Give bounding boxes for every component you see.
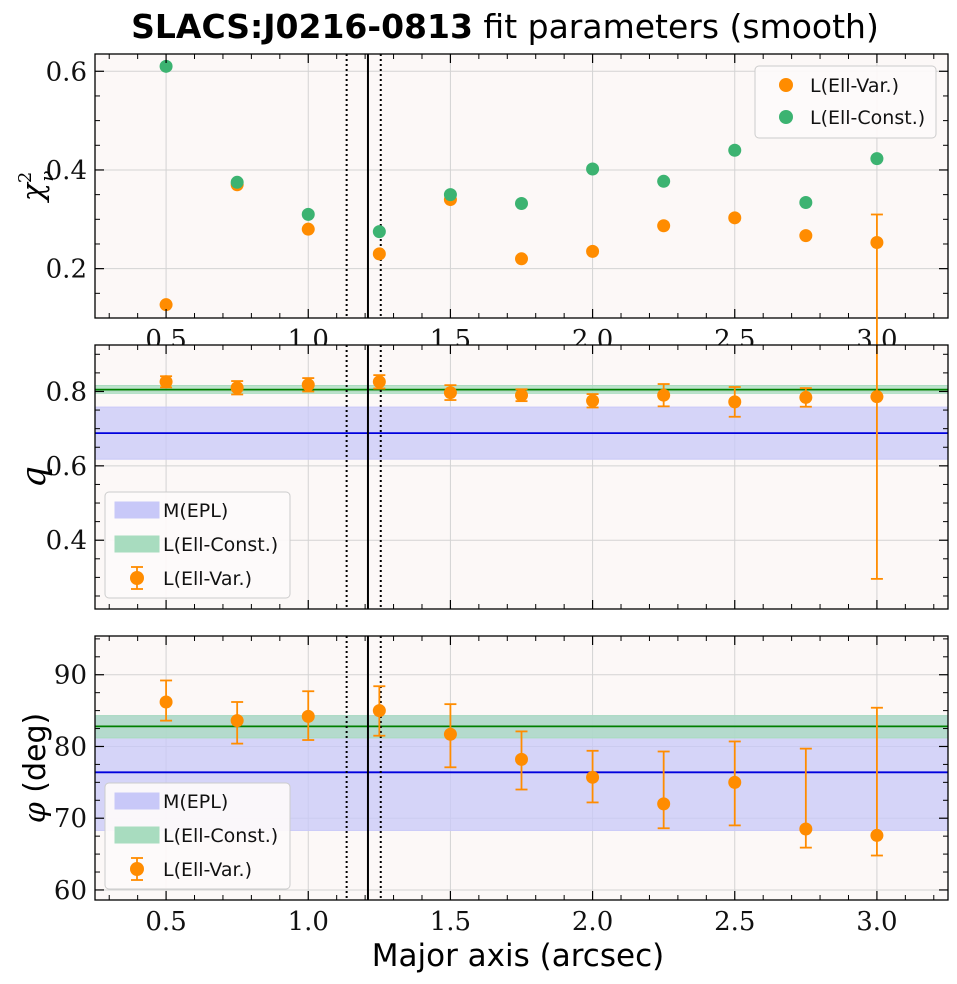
point-l-ell-var xyxy=(586,770,600,784)
legend-label: L(Ell-Const.) xyxy=(810,107,925,129)
point-l-ell-var xyxy=(301,222,315,236)
y-axis-label: q xyxy=(14,466,54,488)
point-l-ell-var xyxy=(728,211,742,225)
point-l-ell-var xyxy=(159,375,173,389)
point-l-ell-var xyxy=(515,388,528,402)
legend-marker xyxy=(779,78,793,92)
point-l-ell-const xyxy=(443,188,457,202)
legend-marker xyxy=(779,110,793,124)
figure-title: SLACS:J0216-0813 fit parameters (smooth) xyxy=(131,7,879,46)
point-l-ell-const xyxy=(657,174,671,188)
y-tick-label: 0.6 xyxy=(46,57,87,87)
point-l-ell-var xyxy=(657,219,671,233)
point-l-ell-var xyxy=(799,390,813,404)
point-l-ell-var xyxy=(657,388,671,402)
legend-label: M(EPL) xyxy=(163,500,228,522)
y-tick-label: 70 xyxy=(54,804,87,834)
x-tick-label: 3.0 xyxy=(856,907,897,937)
x-tick-label: 2.5 xyxy=(714,907,755,937)
x-tick-label: 1.5 xyxy=(430,907,471,937)
point-l-ell-const xyxy=(301,207,315,221)
x-tick-label: 2.0 xyxy=(572,907,613,937)
plot-frame xyxy=(94,635,949,901)
y-tick-label: 0.6 xyxy=(46,452,87,482)
point-l-ell-var xyxy=(301,378,315,392)
y-tick-label: 0.4 xyxy=(46,156,87,186)
y-axis-label: χ2ν xyxy=(15,171,58,204)
legend-swatch xyxy=(114,792,160,810)
y-tick-label: 0.2 xyxy=(46,255,87,285)
legend-marker xyxy=(130,862,144,876)
legend-label: L(Ell-Var.) xyxy=(163,859,252,881)
point-l-ell-const xyxy=(230,175,244,189)
point-l-ell-var xyxy=(230,381,244,395)
point-l-ell-var xyxy=(372,704,386,718)
figure-title-rest: fit parameters (smooth) xyxy=(473,7,879,46)
legend-swatch xyxy=(114,501,160,519)
point-l-ell-var xyxy=(586,394,600,408)
legend-label: L(Ell-Const.) xyxy=(163,825,278,847)
point-l-ell-const xyxy=(372,225,386,239)
legend-label: L(Ell-Var.) xyxy=(163,568,252,590)
legend-label: L(Ell-Const.) xyxy=(163,534,278,556)
point-l-ell-var xyxy=(159,695,173,709)
legend-label: M(EPL) xyxy=(163,791,228,813)
y-tick-label: 0.8 xyxy=(46,377,87,407)
point-l-ell-var xyxy=(443,386,457,400)
point-l-ell-var xyxy=(657,797,671,811)
point-l-ell-var xyxy=(799,229,813,243)
legend-label: L(Ell-Var.) xyxy=(810,75,899,97)
point-l-ell-var xyxy=(159,298,173,312)
legend-swatch xyxy=(114,535,160,553)
y-axis-label: φ (deg) xyxy=(18,713,53,824)
y-axis-label-symbol: φ xyxy=(18,802,53,823)
point-l-ell-var xyxy=(870,828,884,842)
y-axis-label-sup: 2 xyxy=(15,172,36,183)
point-l-ell-var xyxy=(372,247,386,261)
point-l-ell-var xyxy=(586,244,600,258)
x-tick-label: 0.5 xyxy=(145,907,186,937)
point-l-ell-var xyxy=(515,252,528,266)
point-l-ell-const xyxy=(799,196,813,210)
point-l-ell-var xyxy=(799,822,813,836)
chi2-panel: 0.20.40.60.5 1.0 1.5 2.0 2.5 3.0χ2νL(Ell-Var.… xyxy=(15,53,949,355)
point-l-ell-var xyxy=(870,390,884,404)
y-tick-label: 90 xyxy=(54,661,87,691)
legend-marker xyxy=(130,571,144,585)
plot-frame xyxy=(94,53,949,319)
y-axis-label-unit: (deg) xyxy=(18,713,53,803)
point-l-ell-var xyxy=(372,375,386,389)
point-l-ell-const xyxy=(515,197,528,211)
plot-frame xyxy=(94,344,949,610)
point-l-ell-var xyxy=(443,727,457,741)
legend-box xyxy=(754,65,937,139)
point-l-ell-const xyxy=(870,152,884,166)
y-axis-label-sub: ν xyxy=(37,171,58,182)
point-l-ell-var xyxy=(301,709,315,723)
x-tick-label: 1.0 xyxy=(288,907,329,937)
y-tick-label: 80 xyxy=(54,732,87,762)
point-l-ell-const xyxy=(159,59,173,73)
point-l-ell-var xyxy=(728,775,742,789)
q-panel: 0.4 0.6 0.8 q M(EPL) L(Ell-Const.) L(Ell-Var.) xyxy=(14,213,949,610)
y-tick-label: 0.4 xyxy=(46,526,87,556)
legend-swatch xyxy=(114,826,160,844)
point-l-ell-var xyxy=(230,714,244,728)
point-l-ell-var xyxy=(728,395,742,409)
figure-title-bold: SLACS:J0216-0813 xyxy=(131,7,473,46)
x-axis-label: Major axis (arcsec) xyxy=(372,938,664,974)
point-l-ell-const xyxy=(586,162,600,176)
phi-panel: 60 70 80 90 0.5 1.0 1.5 2.0 2.5 3.0 φ (deg) M(EPL) L… xyxy=(18,635,949,937)
point-l-ell-var xyxy=(515,752,528,766)
y-tick-label: 60 xyxy=(54,876,87,906)
point-l-ell-const xyxy=(728,143,742,157)
